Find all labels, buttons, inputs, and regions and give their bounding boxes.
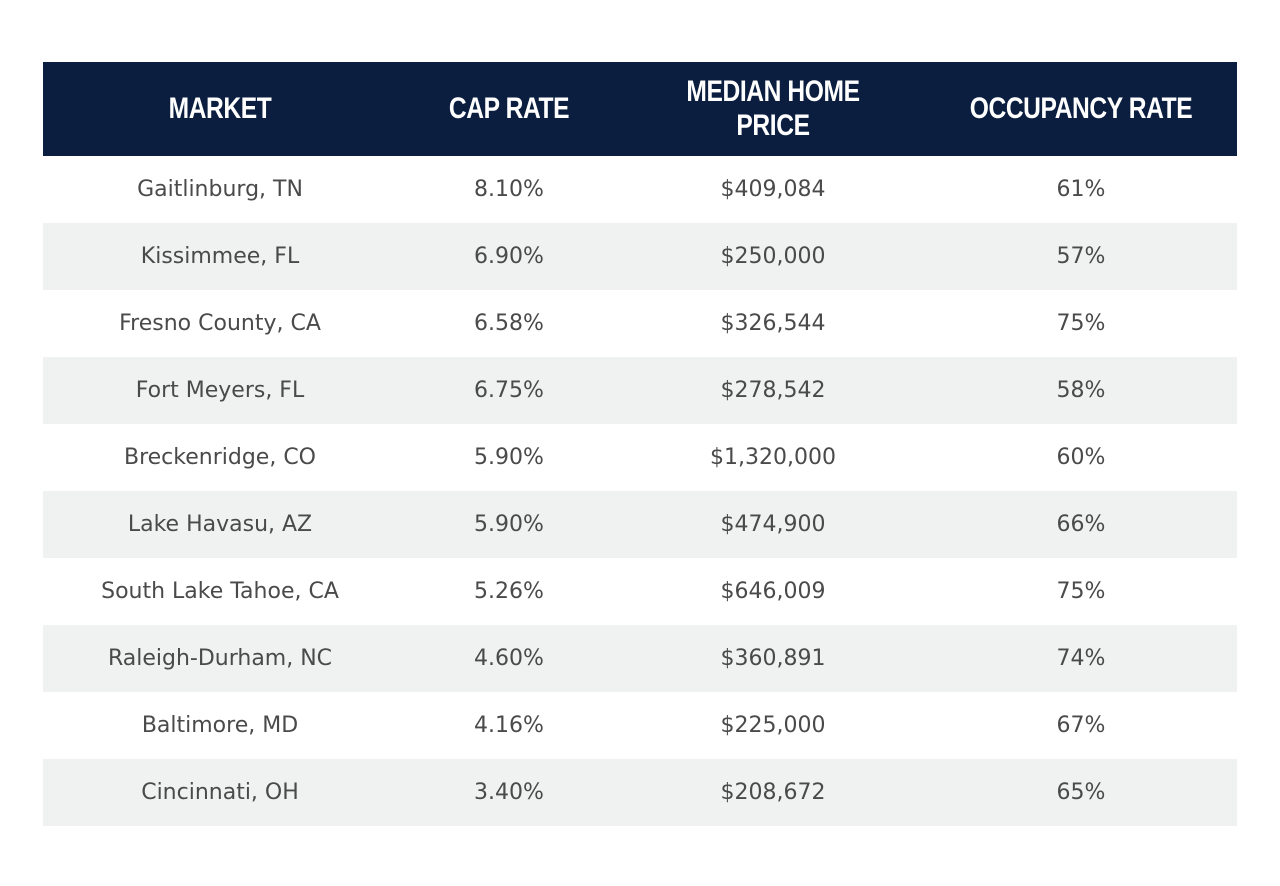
market-cell: Lake Havasu, AZ — [127, 512, 313, 537]
table-row: Gaitlinburg, TN 8.10% $409,084 61% — [43, 156, 1237, 223]
table-row: Breckenridge, CO 5.90% $1,320,000 60% — [43, 424, 1237, 491]
header-cap-rate: CAP RATE — [448, 92, 570, 125]
header-market: MARKET — [168, 92, 272, 125]
median-home-price-cell: $208,672 — [720, 780, 826, 805]
market-cell: Kissimmee, FL — [140, 244, 300, 269]
occupancy-rate-cell: 66% — [1056, 512, 1106, 537]
median-home-price-cell: $278,542 — [720, 378, 826, 403]
median-home-price-cell: $225,000 — [720, 713, 826, 738]
cap-rate-cell: 5.26% — [474, 579, 544, 604]
median-home-price-cell: $326,544 — [720, 311, 826, 336]
market-cell: Cincinnati, OH — [141, 780, 299, 805]
table-body: Gaitlinburg, TN 8.10% $409,084 61% Kissimmee… — [43, 156, 1237, 826]
table-header-row: MARKET CAP RATE MEDIAN HOME PRICE OCCUPA… — [43, 62, 1237, 156]
cap-rate-cell: 6.90% — [474, 244, 544, 269]
cap-rate-cell: 6.75% — [474, 378, 544, 403]
median-home-price-cell: $646,009 — [720, 579, 826, 604]
occupancy-rate-cell: 67% — [1056, 713, 1106, 738]
table-row: Kissimmee, FL 6.90% $250,000 57% — [43, 223, 1237, 290]
occupancy-rate-cell: 60% — [1056, 445, 1106, 470]
occupancy-rate-cell: 57% — [1056, 244, 1106, 269]
cap-rate-cell: 5.90% — [474, 512, 544, 537]
table-row: South Lake Tahoe, CA 5.26% $646,009 75% — [43, 558, 1237, 625]
market-cell: Gaitlinburg, TN — [137, 177, 303, 202]
market-table: MARKET CAP RATE MEDIAN HOME PRICE OCCUPA… — [43, 62, 1237, 826]
market-cell: South Lake Tahoe, CA — [101, 579, 339, 604]
market-cell: Raleigh-Durham, NC — [107, 646, 333, 671]
cap-rate-cell: 8.10% — [474, 177, 544, 202]
occupancy-rate-cell: 65% — [1056, 780, 1106, 805]
market-table-container: MARKET CAP RATE MEDIAN HOME PRICE OCCUPA… — [43, 62, 1237, 826]
cap-rate-cell: 4.60% — [474, 646, 544, 671]
occupancy-rate-cell: 74% — [1056, 646, 1106, 671]
market-cell: Breckenridge, CO — [123, 445, 316, 470]
cap-rate-cell: 4.16% — [474, 713, 544, 738]
median-home-price-cell: $360,891 — [720, 646, 826, 671]
market-cell: Fort Meyers, FL — [135, 378, 305, 403]
header-median-home-price: MEDIAN HOME PRICE — [686, 75, 860, 142]
occupancy-rate-cell: 75% — [1056, 579, 1106, 604]
median-home-price-cell: $250,000 — [720, 244, 826, 269]
cap-rate-cell: 3.40% — [474, 780, 544, 805]
market-cell: Baltimore, MD — [141, 713, 299, 738]
table-row: Lake Havasu, AZ 5.90% $474,900 66% — [43, 491, 1237, 558]
table-row: Fresno County, CA 6.58% $326,544 75% — [43, 290, 1237, 357]
cap-rate-cell: 5.90% — [474, 445, 544, 470]
table-row: Raleigh-Durham, NC 4.60% $360,891 74% — [43, 625, 1237, 692]
market-cell: Fresno County, CA — [119, 311, 321, 336]
header-occupancy-rate: OCCUPANCY RATE — [969, 92, 1193, 125]
table-row: Cincinnati, OH 3.40% $208,672 65% — [43, 759, 1237, 826]
occupancy-rate-cell: 75% — [1056, 311, 1106, 336]
median-home-price-cell: $474,900 — [720, 512, 826, 537]
median-home-price-cell: $1,320,000 — [710, 445, 836, 470]
cap-rate-cell: 6.58% — [474, 311, 544, 336]
occupancy-rate-cell: 61% — [1056, 177, 1106, 202]
occupancy-rate-cell: 58% — [1056, 378, 1106, 403]
table-row: Fort Meyers, FL 6.75% $278,542 58% — [43, 357, 1237, 424]
table-row: Baltimore, MD 4.16% $225,000 67% — [43, 692, 1237, 759]
median-home-price-cell: $409,084 — [720, 177, 826, 202]
